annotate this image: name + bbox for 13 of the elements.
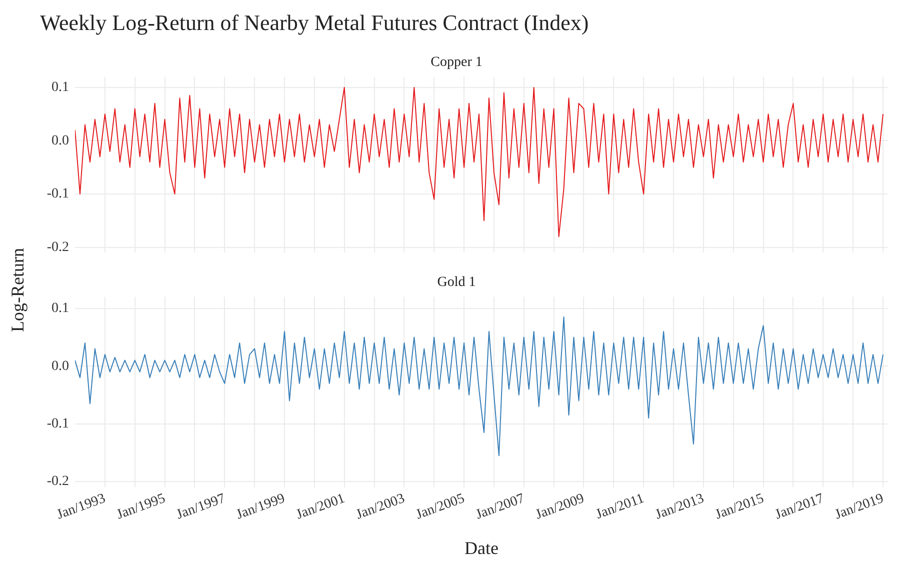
y-tick-label: -0.2 xyxy=(46,240,69,255)
y-tick-label: -0.1 xyxy=(46,416,69,432)
chart-title: Gold 1 xyxy=(437,275,476,290)
y-tick-label: -0.1 xyxy=(46,186,69,202)
chart-subtitle: Copper 1 xyxy=(430,55,482,70)
y-tick-label: 0.0 xyxy=(52,133,69,148)
y-tick-label: 0.0 xyxy=(52,358,69,374)
y-tick-label: -0.2 xyxy=(46,474,69,490)
chart-title: Weekly Log-Return of Nearby Metal Futures Contract (Index) xyxy=(40,10,589,36)
y-tick-label: 0.1 xyxy=(52,301,69,316)
y-axis-title: Log-Return xyxy=(8,248,28,332)
x-axis-title: Date xyxy=(464,538,498,558)
y-tick-label: 0.1 xyxy=(52,80,69,96)
